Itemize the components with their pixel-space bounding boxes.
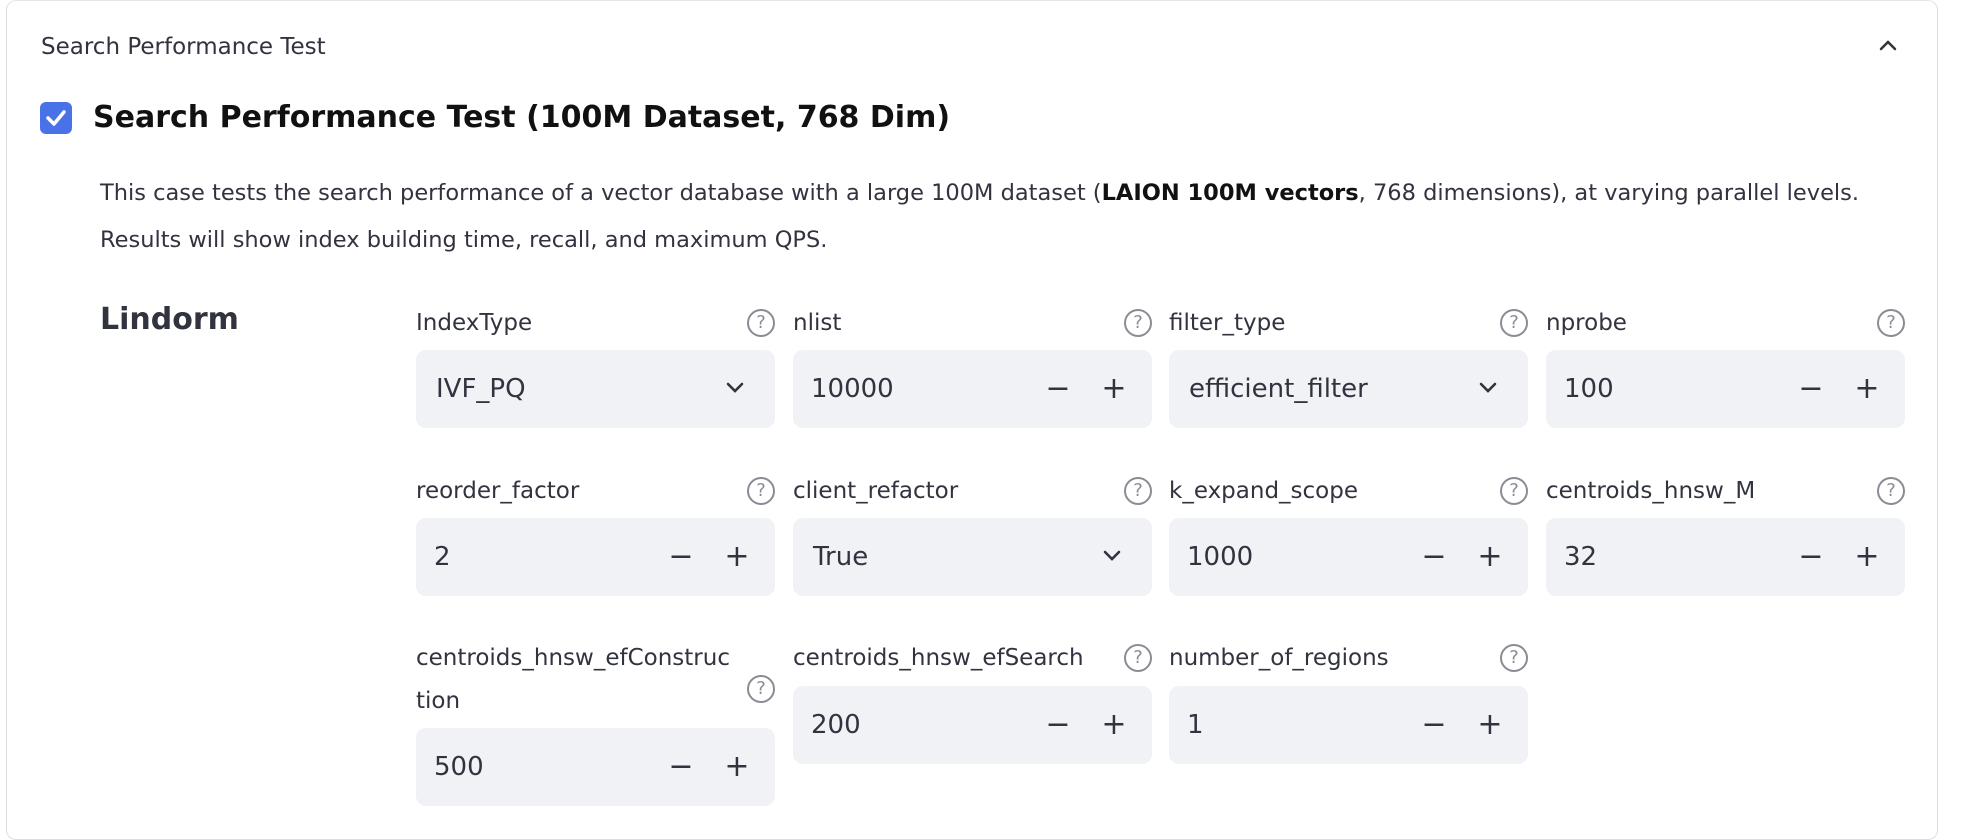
decrement-button[interactable]: − (1798, 539, 1824, 574)
field-filter-type: filter_type ? efficient_filter (1169, 302, 1528, 428)
number-input[interactable]: 200 − + (793, 686, 1152, 764)
field-client-refactor: client_refactor ? True (793, 470, 1152, 596)
field-centroids-hnsw-efconstruction: centroids_hnsw_efConstruction ? 500 − + (416, 637, 775, 806)
increment-button[interactable]: + (1854, 371, 1880, 406)
help-icon[interactable]: ? (1877, 477, 1905, 505)
decrement-button[interactable]: − (1421, 707, 1447, 742)
select-value: True (813, 542, 869, 572)
field-indextype: IndexType ? IVF_PQ (416, 302, 775, 428)
select-value: efficient_filter (1189, 374, 1368, 404)
number-input[interactable]: 500 − + (416, 728, 775, 806)
field-label: centroids_hnsw_M (1546, 478, 1756, 504)
number-input[interactable]: 2 − + (416, 518, 775, 596)
chevron-down-icon (1479, 382, 1497, 393)
field-label: number_of_regions (1169, 645, 1389, 671)
number-input[interactable]: 1 − + (1169, 686, 1528, 764)
number-value[interactable]: 500 (434, 752, 484, 782)
field-centroids-hnsw-efsearch: centroids_hnsw_efSearch ? 200 − + (793, 637, 1152, 764)
number-value[interactable]: 32 (1564, 542, 1598, 572)
increment-button[interactable]: + (1854, 539, 1880, 574)
field-reorder-factor: reorder_factor ? 2 − + (416, 470, 775, 596)
help-icon[interactable]: ? (1877, 309, 1905, 337)
decrement-button[interactable]: − (668, 749, 694, 784)
chevron-up-icon[interactable] (1873, 30, 1903, 60)
field-number-of-regions: number_of_regions ? 1 − + (1169, 637, 1528, 764)
help-icon[interactable]: ? (747, 309, 775, 337)
help-icon[interactable]: ? (1124, 309, 1152, 337)
field-label: k_expand_scope (1169, 478, 1358, 504)
increment-button[interactable]: + (1101, 707, 1127, 742)
increment-button[interactable]: + (1477, 707, 1503, 742)
decrement-button[interactable]: − (668, 539, 694, 574)
decrement-button[interactable]: − (1798, 371, 1824, 406)
select-value: IVF_PQ (436, 374, 526, 404)
help-icon[interactable]: ? (1124, 644, 1152, 672)
select-input[interactable]: efficient_filter (1169, 350, 1528, 428)
number-value[interactable]: 200 (811, 710, 861, 740)
field-nprobe: nprobe ? 100 − + (1546, 302, 1905, 428)
field-centroids-hnsw-m: centroids_hnsw_M ? 32 − + (1546, 470, 1905, 596)
db-name: Lindorm (100, 302, 239, 337)
field-label: client_refactor (793, 478, 959, 504)
increment-button[interactable]: + (724, 749, 750, 784)
case-checkbox[interactable] (40, 102, 72, 134)
number-input[interactable]: 100 − + (1546, 350, 1905, 428)
decrement-button[interactable]: − (1421, 539, 1447, 574)
field-label: IndexType (416, 310, 533, 336)
number-value[interactable]: 10000 (811, 374, 894, 404)
chevron-down-icon (1103, 550, 1121, 561)
field-label: reorder_factor (416, 478, 580, 504)
field-label: nprobe (1546, 310, 1627, 336)
select-input[interactable]: True (793, 518, 1152, 596)
decrement-button[interactable]: − (1045, 371, 1071, 406)
number-value[interactable]: 1000 (1187, 542, 1254, 572)
number-input[interactable]: 32 − + (1546, 518, 1905, 596)
field-label: centroids_hnsw_efSearch (793, 645, 1084, 671)
check-icon (46, 110, 66, 126)
help-icon[interactable]: ? (1500, 309, 1528, 337)
help-icon[interactable]: ? (1124, 477, 1152, 505)
select-input[interactable]: IVF_PQ (416, 350, 775, 428)
increment-button[interactable]: + (1477, 539, 1503, 574)
number-input[interactable]: 10000 − + (793, 350, 1152, 428)
increment-button[interactable]: + (1101, 371, 1127, 406)
field-label: centroids_hnsw_efConstruction (416, 645, 730, 714)
chevron-down-icon (726, 382, 744, 393)
expander-header[interactable]: Search Performance Test (41, 34, 326, 60)
increment-button[interactable]: + (724, 539, 750, 574)
number-input[interactable]: 1000 − + (1169, 518, 1528, 596)
decrement-button[interactable]: − (1045, 707, 1071, 742)
help-icon[interactable]: ? (1500, 477, 1528, 505)
field-nlist: nlist ? 10000 − + (793, 302, 1152, 428)
field-label: nlist (793, 310, 842, 336)
number-value[interactable]: 1 (1187, 710, 1204, 740)
case-description: This case tests the search performance o… (100, 180, 1860, 253)
field-k-expand-scope: k_expand_scope ? 1000 − + (1169, 470, 1528, 596)
case-title: Search Performance Test (100M Dataset, 7… (93, 100, 951, 135)
help-icon[interactable]: ? (747, 675, 775, 703)
help-icon[interactable]: ? (747, 477, 775, 505)
field-label: filter_type (1169, 310, 1286, 336)
number-value[interactable]: 100 (1564, 374, 1614, 404)
number-value[interactable]: 2 (434, 542, 451, 572)
help-icon[interactable]: ? (1500, 644, 1528, 672)
